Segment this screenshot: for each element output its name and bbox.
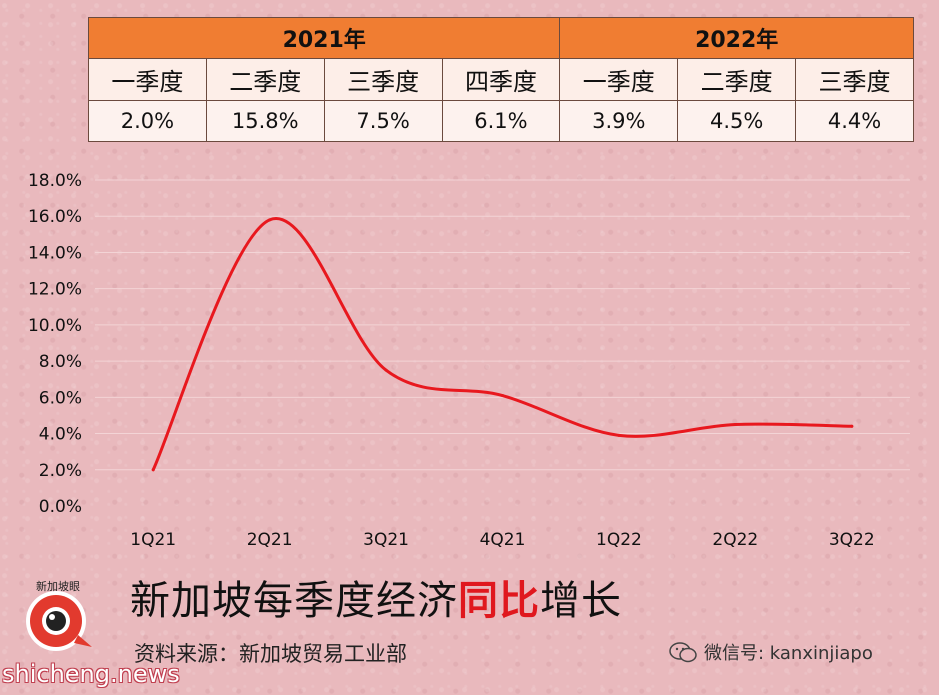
x-tick-label: 2Q22: [712, 530, 758, 550]
quarterly-growth-table: 2021年 2022年 一季度 二季度 三季度 四季度 一季度 二季度 三季度 …: [87, 17, 914, 142]
eye-logo-icon: [26, 591, 92, 651]
title-part2: 增长: [540, 578, 622, 624]
data-point: [268, 218, 272, 222]
growth-value-cell: 2.0%: [88, 100, 207, 142]
growth-value-cell: 3.9%: [559, 100, 679, 142]
quarter-header: 一季度: [559, 58, 679, 101]
x-tick-label: 4Q21: [480, 530, 526, 550]
y-tick-label: 8.0%: [39, 352, 82, 372]
growth-value-cell: 15.8%: [205, 100, 325, 142]
data-point: [501, 394, 504, 398]
y-tick-label: 2.0%: [39, 461, 82, 481]
data-point: [850, 424, 854, 428]
year-header-2021: 2021年: [87, 17, 561, 59]
growth-value-cell: 4.5%: [677, 100, 797, 142]
growth-value-cell: 7.5%: [323, 100, 443, 142]
quarter-header: 四季度: [441, 58, 561, 101]
year-header-2022: 2022年: [559, 17, 914, 59]
data-point: [617, 433, 621, 437]
x-tick-label: 3Q22: [829, 530, 875, 550]
y-tick-label: 14.0%: [28, 243, 82, 263]
chart-title: 新加坡每季度经济同比增长: [130, 568, 622, 626]
data-point: [733, 423, 737, 426]
x-tick-label: 1Q22: [596, 530, 642, 550]
watermark: shicheng.news: [2, 660, 180, 688]
title-highlight: 同比: [458, 578, 540, 624]
x-tick-label: 1Q21: [130, 530, 176, 550]
data-point: [151, 468, 155, 472]
y-tick-label: 10.0%: [28, 316, 82, 336]
logo-label: 新加坡眼: [36, 580, 80, 593]
growth-value-cell: 6.1%: [441, 100, 561, 142]
quarter-header: 一季度: [88, 58, 207, 101]
x-tick-label: 3Q21: [363, 530, 409, 550]
wechat-text: 微信号: kanxinjiapo: [704, 643, 873, 664]
y-tick-label: 12.0%: [28, 280, 82, 300]
x-tick-label: 2Q21: [247, 530, 293, 550]
series-line: [151, 216, 854, 472]
wechat-icon: [669, 642, 697, 663]
y-tick-label: 18.0%: [28, 171, 82, 191]
source-note: 资料来源：新加坡贸易工业部: [134, 642, 407, 666]
data-point: [384, 368, 388, 372]
y-tick-label: 0.0%: [39, 497, 82, 517]
quarter-header: 二季度: [677, 58, 797, 101]
title-part1: 新加坡每季度经济: [130, 578, 458, 624]
growth-value-cell: 4.4%: [795, 100, 914, 142]
quarter-header: 三季度: [323, 58, 443, 101]
y-tick-label: 4.0%: [39, 425, 82, 445]
growth-line-chart: 0.0% 2.0% 4.0% 6.0% 8.0% 10.0% 12.0% 14.0% 16.0%…: [28, 171, 910, 550]
y-tick-label: 16.0%: [28, 207, 82, 227]
wechat-id: 微信号: kanxinjiapo: [668, 639, 873, 665]
quarter-header: 二季度: [205, 58, 325, 101]
quarter-header: 三季度: [795, 58, 914, 101]
y-tick-label: 6.0%: [39, 388, 82, 408]
